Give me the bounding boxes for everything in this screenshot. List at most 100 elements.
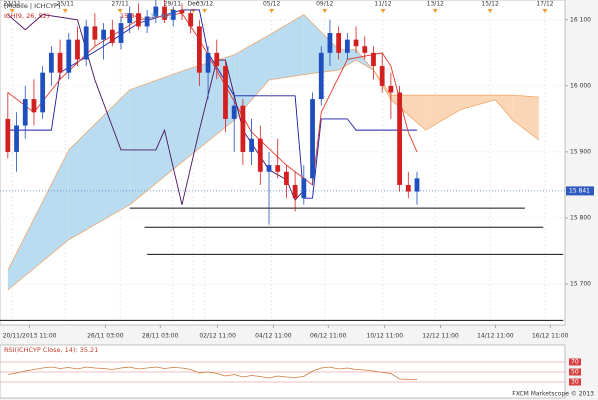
rsi-tick-box bbox=[569, 368, 581, 376]
x-top-tick-label: 11/12 bbox=[374, 1, 391, 8]
date-marker bbox=[322, 9, 328, 13]
indicator-value: 15 903 bbox=[150, 12, 173, 20]
date-marker bbox=[117, 9, 123, 13]
candle-body bbox=[144, 16, 150, 27]
cloud-segment bbox=[512, 95, 539, 141]
cloud-segment bbox=[460, 95, 496, 110]
candle-body bbox=[48, 52, 54, 73]
rsi-label: RSI(ICHCYP Close, 14): 35.21 bbox=[4, 346, 98, 354]
cloud-segment bbox=[68, 89, 130, 240]
indicator-line bbox=[7, 9, 418, 199]
candle-body bbox=[57, 52, 63, 73]
date-marker bbox=[62, 9, 68, 13]
candle-body bbox=[336, 33, 342, 53]
last-price-label: 15 841 bbox=[569, 187, 590, 194]
last-price-box bbox=[566, 186, 594, 196]
candle-body bbox=[362, 46, 368, 53]
candle-body bbox=[310, 99, 315, 179]
candle-body bbox=[109, 29, 115, 43]
candle-body bbox=[127, 13, 133, 24]
candle-body bbox=[101, 29, 106, 40]
date-marker bbox=[380, 9, 386, 13]
x-tick-label: 16/12 11:00 bbox=[532, 333, 569, 340]
candle-body bbox=[83, 26, 89, 60]
rsi-tick-label: 30 bbox=[571, 379, 579, 386]
date-marker bbox=[542, 9, 548, 13]
indicator-label: ICH(9, 26, 52) bbox=[4, 12, 49, 20]
candle-body bbox=[405, 184, 411, 192]
rsi-panel bbox=[0, 344, 566, 399]
candle-body bbox=[344, 39, 350, 53]
rsi-tick-label: 50 bbox=[571, 369, 579, 376]
candle-body bbox=[240, 105, 246, 152]
candle-body bbox=[301, 178, 307, 199]
x-tick-label: 02/12 11:00 bbox=[199, 333, 236, 340]
candle-body bbox=[153, 6, 159, 17]
candle-body bbox=[414, 178, 420, 192]
candle-body bbox=[188, 13, 194, 27]
x-top-tick-label: 27/11 bbox=[111, 1, 128, 8]
candle-body bbox=[379, 66, 385, 86]
x-top-tick-label: Dec bbox=[187, 1, 199, 8]
candle-body bbox=[136, 13, 141, 27]
candle-body bbox=[66, 39, 72, 73]
candle-body bbox=[40, 72, 46, 113]
rsi-tick-box bbox=[569, 358, 581, 366]
candle-body bbox=[31, 99, 37, 113]
x-tick-label: 14/12 11:00 bbox=[477, 333, 514, 340]
candle-body bbox=[292, 184, 298, 199]
x-tick-label: 12/12 11:00 bbox=[422, 333, 459, 340]
candle-body bbox=[397, 92, 402, 185]
y-tick-label: 16 100 bbox=[570, 16, 591, 23]
cloud-segment bbox=[495, 95, 513, 121]
candle-body bbox=[275, 165, 281, 172]
x-top-tick-label: 13/12 bbox=[427, 1, 444, 8]
indicator-line bbox=[7, 14, 305, 205]
candle-body bbox=[318, 52, 324, 100]
candle-body bbox=[92, 26, 98, 40]
x-top-tick-label: 29/11 bbox=[164, 1, 181, 8]
candle-body bbox=[214, 52, 220, 67]
x-top-tick-label: 15/12 bbox=[481, 1, 498, 8]
x-top-tick-label: 17/12 bbox=[536, 1, 553, 8]
x-tick-label: 06/12 11:00 bbox=[310, 333, 347, 340]
x-top-tick-label: 03/12 bbox=[196, 1, 213, 8]
cloud-segment bbox=[7, 149, 69, 290]
candle-body bbox=[231, 105, 237, 119]
x-tick-label: 10/12 11:00 bbox=[367, 333, 404, 340]
x-tick-label: 26/11 03:00 bbox=[87, 333, 124, 340]
rsi-tick-label: 70 bbox=[571, 359, 579, 366]
indicator-value: 15 841 bbox=[120, 12, 143, 20]
candle-body bbox=[14, 125, 19, 152]
candle-body bbox=[327, 33, 333, 53]
date-marker bbox=[269, 9, 275, 13]
candle-body bbox=[266, 165, 272, 172]
cloud-segment bbox=[269, 14, 304, 80]
x-tick-label: 04/12 11:00 bbox=[255, 333, 292, 340]
x-top-tick-label: 21/11 bbox=[4, 1, 21, 8]
candle-body bbox=[371, 52, 376, 67]
x-top-tick-label: 09/12 bbox=[316, 1, 333, 8]
y-tick-label: 15 900 bbox=[570, 148, 591, 155]
footer: FXCM Marketscope © 2013 bbox=[512, 391, 594, 398]
cloud-segment bbox=[234, 35, 270, 121]
x-top-tick-label: 05/12 bbox=[263, 1, 280, 8]
date-marker bbox=[432, 9, 438, 13]
x-tick-label: 28/11 03:00 bbox=[142, 333, 179, 340]
y-tick-label: 15 700 bbox=[570, 281, 591, 288]
candle-body bbox=[5, 118, 11, 152]
chart-header: [Mobile | ICHCYP] bbox=[4, 2, 60, 10]
candle-body bbox=[75, 39, 80, 60]
x-top-tick-label: 25/11 bbox=[57, 1, 74, 8]
candle-body bbox=[223, 66, 228, 119]
cloud-segment bbox=[129, 68, 191, 205]
rsi-line bbox=[7, 366, 418, 380]
candle-body bbox=[179, 9, 185, 14]
cloud-span-b bbox=[7, 59, 539, 291]
y-tick-label: 15 800 bbox=[570, 214, 591, 221]
candle-body bbox=[170, 9, 176, 20]
candle-body bbox=[118, 23, 124, 43]
rsi-tick-box bbox=[569, 378, 581, 386]
